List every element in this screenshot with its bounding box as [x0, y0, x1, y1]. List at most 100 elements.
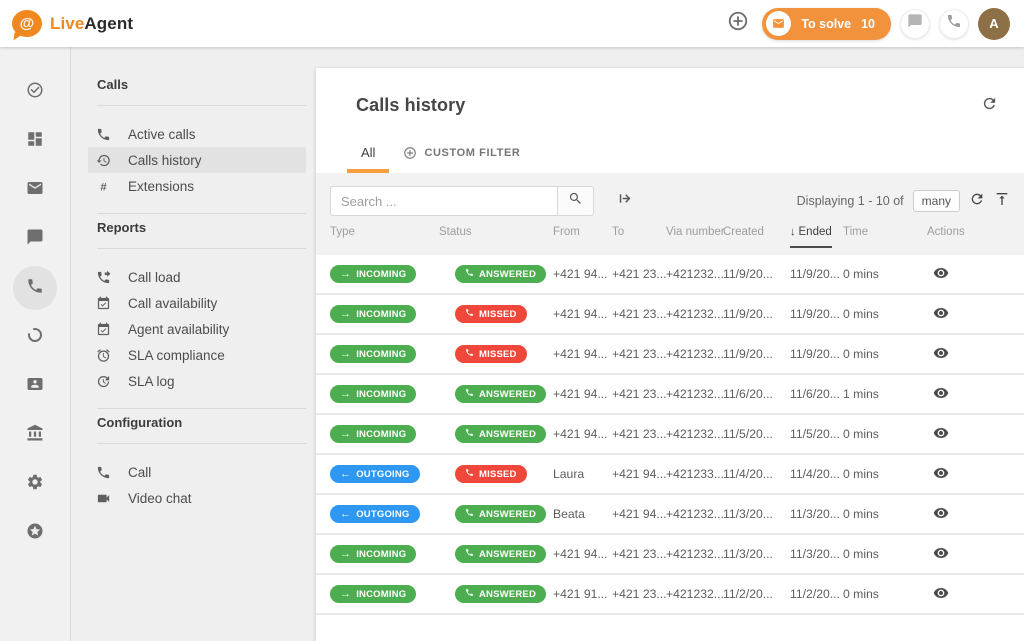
- sidebar-item-calls-history[interactable]: Calls history: [88, 147, 306, 173]
- cell-from: +421 94...: [553, 347, 612, 361]
- cell-created: 11/9/20...: [723, 347, 790, 361]
- sidebar-item-call-availability[interactable]: Call availability: [88, 290, 306, 316]
- call-status-badge: MISSED: [455, 305, 527, 323]
- cell-created: 11/2/20...: [723, 587, 790, 601]
- sidebar-item-sla-log[interactable]: SLA log: [88, 368, 306, 394]
- column-header-status[interactable]: Status: [439, 226, 553, 238]
- sidebar-item-call[interactable]: Call: [88, 459, 306, 485]
- arrow-right-icon: →: [340, 589, 351, 600]
- call-status-badge: ANSWERED: [455, 425, 546, 443]
- tab-all[interactable]: All: [347, 133, 389, 173]
- call-status-badge: MISSED: [455, 345, 527, 363]
- reload-list-button[interactable]: [969, 191, 985, 212]
- refresh-button[interactable]: [981, 95, 998, 117]
- avatar[interactable]: A: [978, 8, 1010, 40]
- tab-custom-filter[interactable]: CUSTOM FILTER: [389, 134, 534, 173]
- sidebar-divider: [97, 443, 306, 444]
- cell-type: →INCOMING: [330, 345, 439, 363]
- hash-icon: #: [96, 179, 111, 194]
- total-count-box[interactable]: many: [913, 190, 960, 212]
- view-call-button[interactable]: [933, 425, 949, 444]
- arrow-left-icon: ←: [340, 509, 351, 520]
- column-header-ended[interactable]: ↓Ended: [790, 226, 843, 248]
- search-input[interactable]: [330, 186, 557, 216]
- sidebar-item-active-calls[interactable]: Active calls: [88, 121, 306, 147]
- phone-forwarded-icon: [96, 270, 111, 285]
- cell-ended: 11/9/20...: [790, 307, 843, 321]
- call-type-badge: →INCOMING: [330, 585, 416, 603]
- cell-ended: 11/6/20...: [790, 387, 843, 401]
- bank-icon: [26, 424, 44, 447]
- sidebar-section-title-configuration: Configuration: [97, 415, 306, 430]
- rail-item-academy[interactable]: [13, 413, 57, 457]
- arrow-right-icon: →: [340, 349, 351, 360]
- liveagent-logo: @ LiveAgent: [12, 10, 133, 37]
- column-header-via[interactable]: Via number: [666, 226, 723, 238]
- view-call-button[interactable]: [933, 545, 949, 564]
- rail-item-dashboard[interactable]: [13, 119, 57, 163]
- scroll-top-button[interactable]: [994, 191, 1010, 212]
- sidebar-item-video-chat[interactable]: Video chat: [88, 485, 306, 511]
- displaying-text: Displaying 1 - 10 of: [797, 194, 904, 208]
- cell-via: +421232...: [666, 507, 723, 521]
- cell-time: 0 mins: [843, 507, 925, 521]
- call-type-badge: ←OUTGOING: [330, 465, 420, 483]
- table-row[interactable]: →INCOMINGANSWERED+421 94...+421 23...+42…: [316, 255, 1024, 295]
- rail-item-upgrade[interactable]: [13, 511, 57, 555]
- rail-item-tickets[interactable]: [13, 70, 57, 114]
- table-row[interactable]: →INCOMINGANSWERED+421 94...+421 23...+42…: [316, 415, 1024, 455]
- view-call-button[interactable]: [933, 265, 949, 284]
- column-header-from[interactable]: From: [553, 226, 612, 238]
- call-type-badge: →INCOMING: [330, 345, 416, 363]
- view-call-button[interactable]: [933, 585, 949, 604]
- cell-time: 0 mins: [843, 547, 925, 561]
- table-row[interactable]: ←OUTGOINGANSWEREDBeata+421 94...+421232.…: [316, 495, 1024, 535]
- view-call-button[interactable]: [933, 345, 949, 364]
- column-header-time[interactable]: Time: [843, 226, 925, 238]
- add-new-button[interactable]: [723, 9, 753, 39]
- sidebar-item-extensions[interactable]: #Extensions: [88, 173, 306, 199]
- column-header-created[interactable]: Created: [723, 226, 790, 238]
- expand-filter-button[interactable]: [617, 190, 634, 212]
- column-header-type[interactable]: Type: [330, 226, 439, 238]
- view-call-button[interactable]: [933, 505, 949, 524]
- table-row[interactable]: ←OUTGOINGMISSEDLaura+421 94...+421233...…: [316, 455, 1024, 495]
- view-call-button[interactable]: [933, 465, 949, 484]
- table-row[interactable]: →INCOMINGANSWERED+421 94...+421 23...+42…: [316, 375, 1024, 415]
- view-call-button[interactable]: [933, 305, 949, 324]
- rail-item-contacts[interactable]: [13, 364, 57, 408]
- to-solve-button[interactable]: To solve 10: [762, 8, 891, 40]
- view-call-button[interactable]: [933, 385, 949, 404]
- call-type-badge: →INCOMING: [330, 545, 416, 563]
- sidebar-item-call-load[interactable]: Call load: [88, 264, 306, 290]
- cell-status: ANSWERED: [439, 505, 553, 523]
- history-icon: [96, 153, 111, 168]
- phone-icon: [465, 308, 474, 320]
- sidebar-item-agent-availability[interactable]: Agent availability: [88, 316, 306, 342]
- rail-item-automation[interactable]: [13, 315, 57, 359]
- search-button[interactable]: [557, 186, 594, 216]
- cell-to: +421 23...: [612, 587, 666, 601]
- table-row[interactable]: →INCOMINGMISSED+421 94...+421 23...+4212…: [316, 295, 1024, 335]
- check-circle-icon: [26, 81, 44, 104]
- rail-item-settings[interactable]: [13, 462, 57, 506]
- cell-via: +421233...: [666, 467, 723, 481]
- cell-to: +421 23...: [612, 347, 666, 361]
- chat-button[interactable]: [900, 9, 930, 39]
- table-row[interactable]: →INCOMINGANSWERED+421 91...+421 23...+42…: [316, 575, 1024, 615]
- gear-icon: [26, 473, 44, 496]
- call-button[interactable]: [939, 9, 969, 39]
- rail-item-chats[interactable]: [13, 217, 57, 261]
- cell-via: +421232...: [666, 547, 723, 561]
- phone-icon: [465, 588, 474, 600]
- cell-ended: 11/9/20...: [790, 267, 843, 281]
- table-row[interactable]: →INCOMINGANSWERED+421 94...+421 23...+42…: [316, 535, 1024, 575]
- column-header-to[interactable]: To: [612, 226, 666, 238]
- column-header-actions[interactable]: Actions: [925, 226, 1010, 238]
- rail-item-mail[interactable]: [13, 168, 57, 212]
- call-status-badge: ANSWERED: [455, 585, 546, 603]
- rail-item-calls[interactable]: [13, 266, 57, 310]
- sidebar-item-sla-compliance[interactable]: SLA compliance: [88, 342, 306, 368]
- calendar-check-icon: [96, 322, 111, 337]
- table-row[interactable]: →INCOMINGMISSED+421 94...+421 23...+4212…: [316, 335, 1024, 375]
